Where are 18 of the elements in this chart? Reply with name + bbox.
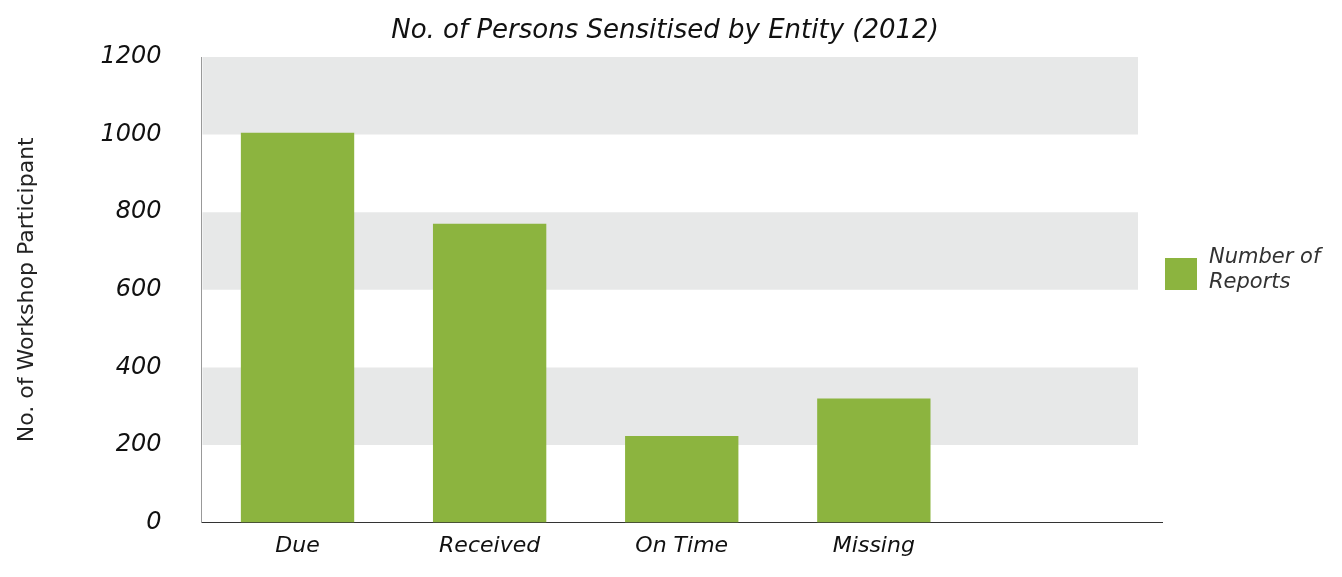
y-tick-label: 600	[115, 274, 162, 303]
legend-label: Number of Reports	[1209, 244, 1324, 295]
x-tick-label: Missing	[832, 531, 915, 557]
y-tick-label: 400	[115, 351, 162, 380]
y-tick-label: 200	[115, 429, 162, 458]
y-tick-label: 0	[146, 506, 162, 535]
bar	[625, 436, 739, 523]
y-tick-label: 1200	[100, 41, 162, 70]
bar	[240, 132, 355, 523]
bar	[432, 223, 547, 523]
x-tick-label: Due	[275, 531, 320, 557]
y-axis-title: No. of Workshop Participant	[12, 136, 38, 443]
chart-title: No. of Persons Sensitised by Entity (2012)	[390, 14, 940, 44]
x-tick-label: Received	[439, 531, 542, 557]
bar	[817, 398, 931, 523]
x-tick-label: On Time	[635, 531, 729, 557]
y-tick-label: 800	[115, 196, 162, 225]
y-tick-label: 1000	[100, 118, 162, 147]
